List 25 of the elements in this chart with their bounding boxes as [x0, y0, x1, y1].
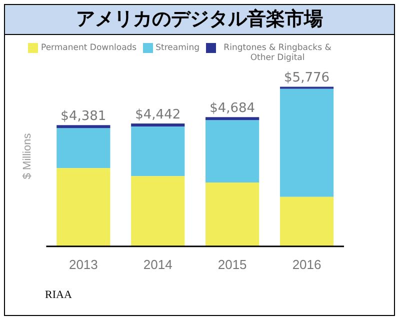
legend-label: Streaming — [156, 43, 200, 53]
chart-title: アメリカのデジタル音楽市場 — [5, 5, 394, 35]
bar — [131, 123, 185, 127]
bar — [206, 120, 260, 183]
bar — [131, 126, 185, 176]
x-tick-label: 2013 — [68, 256, 98, 272]
annotation: $4,684 — [210, 100, 256, 116]
legend-label: Permanent Downloads — [41, 43, 137, 53]
x-tick-label: 2016 — [292, 256, 322, 272]
annotation: $4,442 — [135, 107, 181, 122]
x-tick-label: 2014 — [143, 256, 172, 272]
bar — [56, 168, 110, 246]
bar — [56, 125, 110, 128]
annotation: $4,381 — [60, 108, 106, 124]
x-tick-label: 2015 — [218, 256, 247, 272]
annotation: $5,776 — [284, 70, 330, 86]
legend-label: Ringtones & Ringbacks & Other Digital — [222, 43, 332, 63]
text: RIAA — [45, 289, 72, 301]
bar — [280, 88, 334, 197]
bar — [206, 117, 260, 120]
bar — [206, 182, 260, 246]
bar — [131, 176, 185, 246]
bar — [280, 196, 334, 246]
bar — [56, 128, 110, 168]
y-axis-title: $ Millions — [22, 132, 34, 180]
